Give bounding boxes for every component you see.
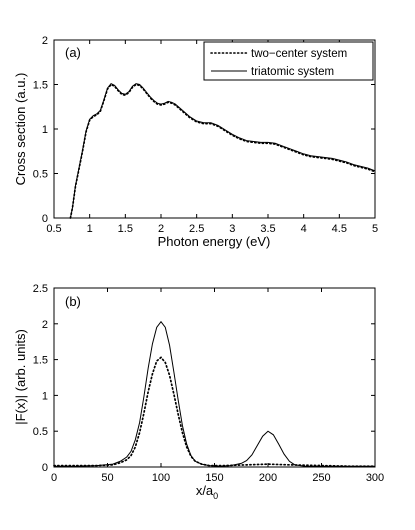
- panel-b-x-axis-label-main: x/a: [196, 483, 214, 498]
- panel-a-y-tick-label: 1: [42, 124, 48, 136]
- panel-a-x-tick-label: 5: [372, 223, 378, 235]
- panel-b-y-tick-label: 0: [42, 462, 48, 474]
- panel-b-y-axis-label: |F(x)| (arb. units): [13, 329, 28, 425]
- panel-b-x-tick-label: 200: [259, 472, 277, 484]
- panel-b-y-tick-label: 2.5: [33, 283, 48, 295]
- panel-b-ticks: 0 50 100 150 200 250 300 0 0.5 1 1.5 2 2.5: [33, 283, 384, 484]
- panel-a-series: [69, 82, 376, 219]
- panel-a-label: (a): [65, 45, 81, 60]
- panel-a-x-tick-label: 3: [229, 223, 235, 235]
- panel-b-x-tick-label: 50: [101, 472, 113, 484]
- panel-a-series-solid: [69, 82, 376, 219]
- panel-b-plot-area: [53, 287, 376, 468]
- panel-b-x-tick-label: 250: [312, 472, 330, 484]
- panel-a-x-tick-label: 1.5: [118, 223, 133, 235]
- panel-a-ticks: 0.5 1 1.5 2 2.5 3 3.5 4 4.5 500.511.52: [33, 35, 378, 235]
- panel-b-label: (b): [65, 294, 81, 309]
- legend-entry-triatomic: triatomic system: [251, 66, 334, 78]
- panel-b-y-tick-label: 0.5: [33, 426, 48, 438]
- panel-a-y-tick-label: 1.5: [33, 80, 48, 92]
- panel-a-y-axis-label: Cross section (a.u.): [13, 73, 28, 186]
- panel-a-y-tick-label: 0.5: [33, 169, 48, 181]
- panel-a-y-tick-label: 2: [42, 35, 48, 47]
- panel-a-x-tick-label: 1: [87, 223, 93, 235]
- panel-a-x-tick-label: 2.5: [189, 223, 204, 235]
- panel-a-y-tick-label: 0: [42, 213, 48, 225]
- panel-a-x-tick-label: 2: [158, 223, 164, 235]
- panel-a-x-axis-label: Photon energy (eV): [158, 234, 271, 249]
- panel-b-x-tick-label: 100: [152, 472, 170, 484]
- legend: two−center system triatomic system: [203, 41, 374, 81]
- legend-entry-two-center: two−center system: [251, 48, 347, 60]
- panel-b-x-axis-label: x/a0: [196, 483, 218, 501]
- panel-b-x-tick-label: 300: [366, 472, 384, 484]
- panel-b-y-tick-label: 2: [42, 319, 48, 331]
- panel-b-series-dotted: [53, 356, 376, 468]
- panel-b-series-solid: [54, 320, 375, 467]
- panel-b-x-axis-label-subscript: 0: [213, 491, 218, 501]
- panel-b-series: [53, 320, 376, 468]
- panel-b: 0 50 100 150 200 250 300 0 0.5 1 1.5 2 2.5 (b) x/a0 …: [13, 283, 384, 501]
- panel-b-y-tick-label: 1.5: [33, 355, 48, 367]
- panel-a-x-tick-label: 4: [301, 223, 307, 235]
- panel-b-x-tick-label: 150: [205, 472, 223, 484]
- panel-b-x-tick-label: 0: [51, 472, 57, 484]
- panel-a-x-tick-label: 4.5: [332, 223, 347, 235]
- panel-a-x-tick-label: 3.5: [260, 223, 275, 235]
- panel-b-y-tick-label: 1: [42, 390, 48, 402]
- panel-a: 0.5 1 1.5 2 2.5 3 3.5 4 4.5 500.511.52 (a) two−ce…: [13, 35, 378, 249]
- legend-box: [203, 41, 374, 81]
- panel-a-x-tick-label: 0.5: [46, 223, 61, 235]
